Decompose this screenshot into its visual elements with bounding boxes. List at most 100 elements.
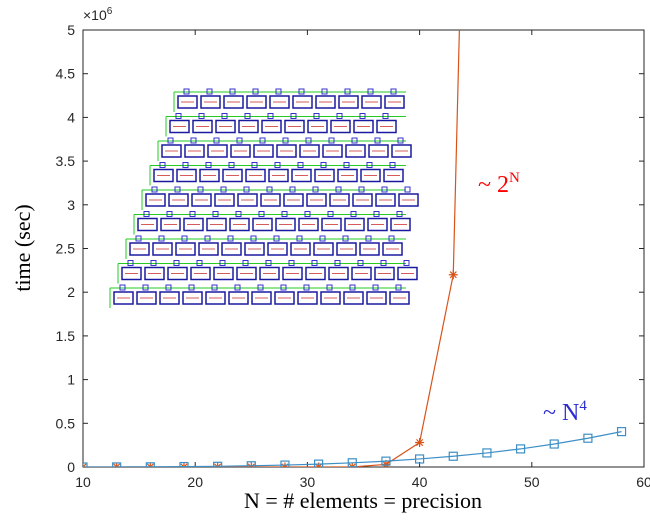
inset-cell [169, 119, 190, 134]
inset-cell [351, 266, 372, 281]
inset-pin [403, 260, 410, 266]
marker [213, 461, 223, 467]
inset-cell [360, 168, 381, 183]
marker [549, 439, 559, 449]
marker [415, 438, 425, 448]
inset-cell [260, 193, 281, 207]
inset-pin [243, 186, 250, 193]
inset-pin [235, 211, 242, 217]
inset-pin [229, 88, 236, 95]
inset-pin [211, 284, 218, 291]
inset-cell [329, 193, 350, 207]
inset-pin [282, 137, 289, 144]
inset-cell [159, 291, 180, 305]
inset-pin [227, 235, 234, 242]
inset-cell [213, 266, 234, 281]
inset-cell [113, 291, 134, 305]
inset-cell [176, 168, 197, 183]
inset-cell [397, 266, 418, 281]
inset-pin [305, 137, 312, 144]
inset-pin [174, 186, 181, 193]
inset-layout [109, 88, 419, 308]
y-tick-label: 3 [67, 197, 75, 213]
inset-cell [183, 217, 204, 232]
inset-pin [135, 235, 142, 242]
inset-pin [321, 88, 328, 95]
inset-cell [251, 291, 272, 305]
marker [246, 462, 256, 467]
inset-pin [343, 162, 350, 168]
marker [616, 427, 627, 437]
inset-pin [289, 186, 296, 193]
y-multiplier-exponent: 6 [107, 6, 113, 17]
inset-cell [290, 242, 311, 256]
inset-cell [267, 242, 288, 256]
inset-pin [213, 137, 220, 144]
inset-cell [230, 144, 251, 158]
inset-pin [267, 113, 274, 119]
marker [112, 462, 122, 467]
y-multiplier: ×106 [83, 6, 113, 23]
inset-pin [327, 211, 334, 217]
inset-pin [342, 235, 349, 242]
y-multiplier-base: ×10 [83, 7, 107, 23]
inset-pin [367, 88, 374, 95]
inset-pin [274, 162, 281, 168]
inset-cell [292, 95, 313, 109]
inset-pin [244, 113, 251, 119]
inset-cell [306, 193, 327, 207]
inset-cell [344, 217, 365, 232]
inset-pin [388, 235, 395, 242]
marker [515, 444, 526, 454]
annotation-exponent: N [509, 170, 520, 186]
inset-pin [288, 260, 295, 266]
inset-cell [244, 242, 265, 256]
inset-cell [238, 119, 259, 134]
y-tick-label: 0.5 [56, 415, 76, 431]
inset-pin [206, 88, 213, 95]
inset-pin [298, 88, 305, 95]
inset-pin [334, 260, 341, 266]
inset-pin [297, 162, 304, 168]
inset-cell [192, 119, 213, 134]
y-tick-label: 1 [67, 372, 75, 388]
inset-pin [175, 113, 182, 119]
inset-pin [259, 137, 266, 144]
y-tick-label: 4 [67, 109, 75, 125]
annotation-base: ~ 2 [478, 172, 509, 198]
inset-pin [252, 88, 259, 95]
y-tick-label: 1.5 [56, 328, 76, 344]
annotation-base: ~ N [543, 400, 579, 426]
inset-pin [204, 235, 211, 242]
inset-cell [352, 193, 373, 207]
marker [381, 456, 391, 466]
inset-cell [374, 266, 395, 281]
inset-pin [275, 88, 282, 95]
inset-cell [384, 95, 405, 109]
inset-pin [319, 235, 326, 242]
inset-cell [299, 144, 320, 158]
x-tick-label: 20 [187, 474, 203, 490]
inset-pin [188, 284, 195, 291]
inset-cell [177, 95, 198, 109]
inset-pin [366, 162, 373, 168]
inset-cell [223, 95, 244, 109]
inset-pin [351, 137, 358, 144]
inset-pin [167, 137, 174, 144]
inset-cell [121, 266, 142, 281]
marker [213, 462, 223, 467]
x-tick-label: 50 [524, 474, 540, 490]
marker [280, 462, 290, 467]
inset-pin [159, 162, 166, 168]
marker [280, 460, 290, 467]
inset-pin [359, 113, 366, 119]
inset-cell [297, 291, 318, 305]
inset-pin [326, 284, 333, 291]
inset-cell [253, 144, 274, 158]
inset-cell [268, 168, 289, 183]
inset-pin [220, 186, 227, 193]
inset-pin [290, 113, 297, 119]
inset-pin [349, 284, 356, 291]
inset-pin [350, 211, 357, 217]
inset-pin [142, 284, 149, 291]
